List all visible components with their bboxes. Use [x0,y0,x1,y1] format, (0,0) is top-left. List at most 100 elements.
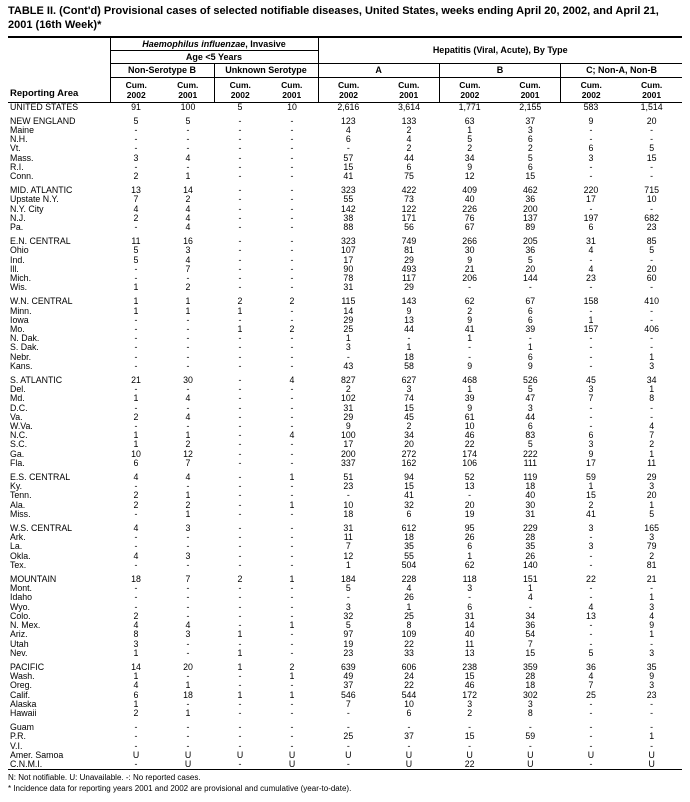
value-cell: - [238,333,242,344]
value-cell: 5 [237,101,243,112]
value-cell: 90 [343,263,354,274]
value-cell: 58 [404,360,414,371]
value-cell: 1 [185,170,191,181]
value-cell: 1 [237,689,243,700]
value-cell: 10 [343,499,354,510]
value-cell: 3 [527,402,533,413]
value-cell: 1 [649,448,655,459]
table-row: Alaska 1 - - - 7 10 3 3 - - [8,698,682,709]
value-cell: 1 [133,282,139,293]
cum-year-header: Cum. 2002 [214,77,266,103]
reporting-area-cell: W.N. CENTRAL [10,296,73,307]
value-cell: 2 [588,499,594,510]
reporting-area-cell: MOUNTAIN [10,574,57,585]
value-cell: - [134,263,138,274]
table-row: Ark. - - - - 11 18 26 28 - 3 [8,533,682,542]
table-row: E.N. CENTRAL 11 16 - - 323 749 266 205 31 85 [8,236,682,247]
value-cell: - [290,282,294,293]
value-cell: 62 [464,559,475,570]
value-cell: 18 [525,680,536,691]
value-cell: 18 [404,351,414,362]
value-cell: 37 [343,680,354,691]
value-cell: - [186,143,190,154]
value-cell: 238 [462,661,477,672]
value-cell: 15 [525,647,536,658]
value-cell: 2 [289,324,295,334]
value-cell: - [290,601,294,612]
value-cell: - [238,393,242,404]
value-cell: 12 [464,170,475,181]
value-cell: 9 [467,161,473,172]
value-cell: 40 [464,629,475,640]
value-cell: - [650,161,654,172]
value-cell: - [290,194,294,205]
value-cell: 226 [462,203,477,214]
value-cell: 81 [404,245,414,256]
value-cell: 30 [183,375,193,386]
value-cell: - [238,601,242,612]
table-row: P.R. - - - - 25 37 15 59 - 1 [8,732,682,741]
reporting-area-cell: P.R. [10,731,26,742]
table-row: Minn. 1 1 1 - 14 9 2 6 - - [8,305,682,316]
value-cell: 3 [527,698,533,709]
value-cell: - [238,731,242,742]
value-cell: 17 [343,254,354,265]
value-cell: - [238,221,242,232]
value-cell: - [134,421,138,432]
value-cell: 51 [343,472,354,483]
value-cell: 4 [185,393,191,404]
value-cell: - [589,731,593,742]
value-cell: - [134,221,138,232]
table-row: UNITED STATES 91 100 5 10 2,616 3,614 1,771 2,15… [8,102,682,112]
value-cell: - [290,384,294,395]
value-cell: 81 [646,559,657,570]
value-cell: - [528,601,532,612]
value-cell: - [468,342,472,353]
reporting-area-cell: Alaska [10,698,37,709]
value-cell: 59 [586,472,596,483]
value-cell: - [238,236,242,247]
value-cell: 11 [343,532,353,543]
value-cell: 2 [467,305,473,316]
table-row: Mont. - - - - 5 4 3 1 - - [8,584,682,593]
value-cell: 14 [343,305,354,316]
value-cell: 85 [646,236,657,247]
value-cell: 23 [646,689,657,700]
reporting-area-cell: Pa. [10,221,24,232]
value-cell: 14 [464,620,475,631]
value-cell: 1 [345,559,351,570]
value-cell: 22 [404,680,414,691]
value-cell: 41 [343,170,354,181]
table-body: UNITED STATES 91 100 5 10 2,616 3,614 1,771 2,15… [8,102,682,770]
value-cell: 67 [525,296,536,307]
value-cell: - [650,740,654,751]
value-cell: 44 [404,324,414,334]
value-cell: - [134,342,138,353]
value-cell: 1 [649,629,655,640]
subgroup-non-serotype-b: Non-Serotype B [110,63,215,78]
value-cell: 15 [646,152,657,163]
value-cell: 15 [404,481,414,492]
value-cell: 13 [464,481,475,492]
value-cell: - [186,333,190,344]
table-row: Wash. 1- -1 49 24 15 28 4 9 [8,671,682,681]
value-cell: 61 [464,411,475,422]
subgroup-unknown-serotype: Unknown Serotype [214,63,319,78]
value-cell: 4 [185,152,191,163]
value-cell: - [589,698,593,709]
value-cell: 3 [406,384,412,395]
value-cell: 5 [588,647,594,658]
value-cell: - [186,647,190,658]
value-cell: 2 [289,296,295,307]
value-cell: 1 [133,698,139,709]
value-cell: - [186,601,190,612]
value-cell: - [290,351,294,362]
value-cell: 1 [467,333,473,344]
value-cell: 4 [527,592,533,603]
table-row: PACIFIC 14 20 1 2 639 606 238 359 36 35 [8,661,682,672]
reporting-area-cell: MID. ATLANTIC [10,185,73,196]
value-cell: 26 [464,532,475,543]
value-cell: - [290,212,294,223]
value-cell: - [134,161,138,172]
value-cell: - [238,559,242,570]
